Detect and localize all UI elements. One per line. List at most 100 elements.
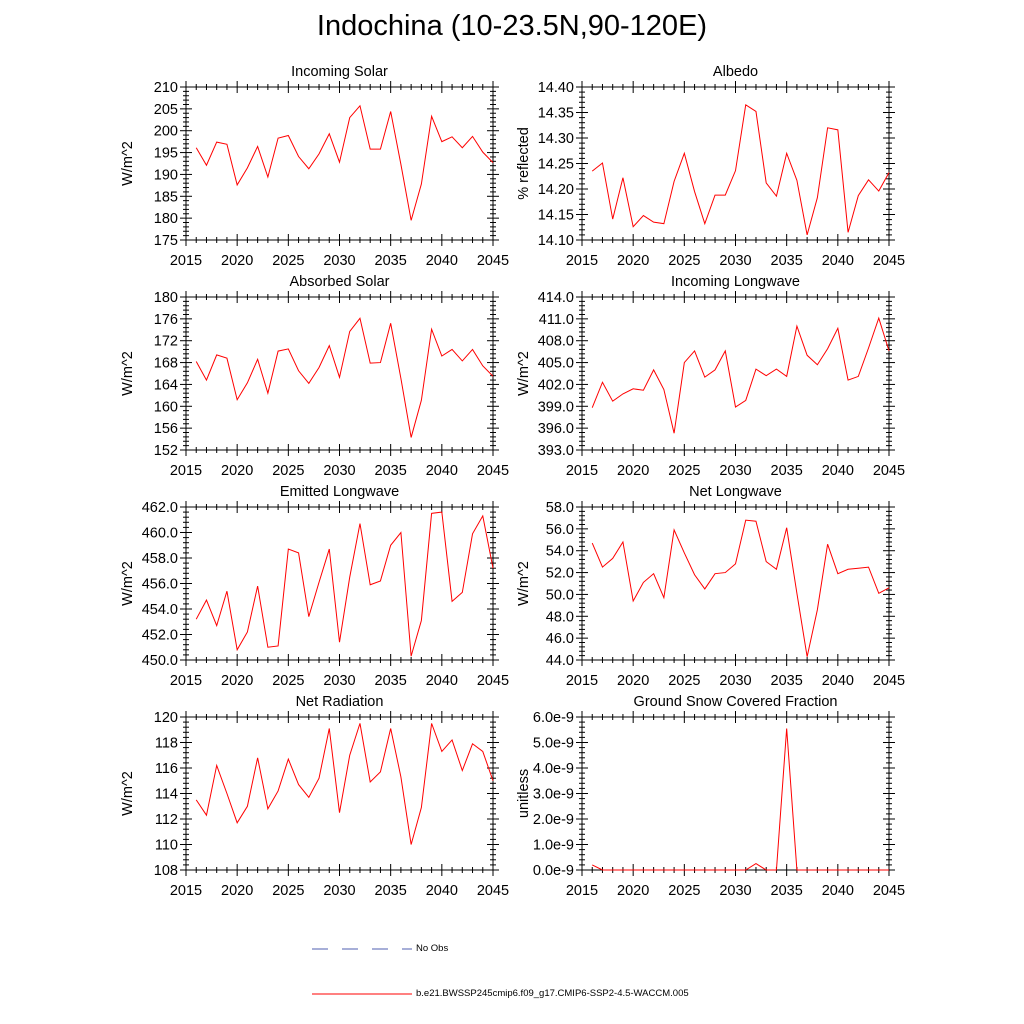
y-tick-label: 399.0 xyxy=(538,399,574,415)
series-line-1 xyxy=(195,104,494,221)
chart-title: Incoming Longwave xyxy=(671,274,800,290)
x-tick-label: 2045 xyxy=(873,253,905,269)
y-tick-label: 2.0e-9 xyxy=(533,812,574,828)
y-axis-label: W/m^2 xyxy=(120,771,136,816)
y-axis-label: W/m^2 xyxy=(516,351,532,396)
chart-title: Emitted Longwave xyxy=(280,484,399,500)
chart-panel-8: Ground Snow Covered Fraction unitless 2015… xyxy=(516,694,905,899)
y-tick-label: 456.0 xyxy=(142,577,178,593)
y-tick-label: 414.0 xyxy=(538,290,574,306)
series-line-1 xyxy=(195,511,494,657)
x-tick-label: 2030 xyxy=(323,883,355,899)
x-tick-label: 2035 xyxy=(375,253,407,269)
figure-title: Indochina (10-23.5N,90-120E) xyxy=(316,10,708,42)
legend-noobs-line xyxy=(312,948,412,950)
x-tick-label: 2030 xyxy=(719,883,751,899)
y-tick-label: 14.20 xyxy=(538,182,574,198)
y-tick-label: 152 xyxy=(154,443,178,459)
series-line-1 xyxy=(195,317,494,438)
plot-frame xyxy=(581,716,890,871)
x-tick-label: 2025 xyxy=(668,883,700,899)
plot-frame xyxy=(185,296,494,451)
series-line-1 xyxy=(591,104,890,236)
plot-frame xyxy=(185,716,494,871)
y-tick-label: 120 xyxy=(154,710,178,726)
x-tick-label: 2045 xyxy=(477,673,509,689)
y-tick-label: 454.0 xyxy=(142,602,178,618)
chart-title: Incoming Solar xyxy=(291,64,388,80)
x-tick-label: 2025 xyxy=(272,673,304,689)
x-tick-label: 2035 xyxy=(375,883,407,899)
y-axis-label: W/m^2 xyxy=(516,561,532,606)
y-tick-label: 175 xyxy=(154,233,178,249)
y-axis-label: W/m^2 xyxy=(120,561,136,606)
y-tick-label: 46.0 xyxy=(546,631,574,647)
x-tick-label: 2015 xyxy=(566,883,598,899)
x-tick-label: 2020 xyxy=(617,253,649,269)
y-axis-label: W/m^2 xyxy=(120,141,136,186)
series-line-1 xyxy=(195,723,494,845)
x-tick-label: 2020 xyxy=(221,673,253,689)
chart-panel-6: Net Longwave W/m^2 2015 2020 2025 2030 2035 204… xyxy=(516,484,905,689)
y-tick-label: 5.0e-9 xyxy=(533,736,574,752)
y-tick-label: 458.0 xyxy=(142,551,178,567)
y-tick-label: 402.0 xyxy=(538,377,574,393)
y-tick-label: 1.0e-9 xyxy=(533,838,574,854)
plot-frame xyxy=(185,506,494,661)
legend-series-line xyxy=(312,993,412,995)
y-axis-label: % reflected xyxy=(516,127,532,200)
y-tick-label: 200 xyxy=(154,124,178,140)
y-axis-label: W/m^2 xyxy=(120,351,136,396)
x-tick-label: 2040 xyxy=(426,463,458,479)
x-tick-label: 2030 xyxy=(323,673,355,689)
y-tick-label: 48.0 xyxy=(546,609,574,625)
x-tick-label: 2045 xyxy=(873,883,905,899)
y-tick-label: 58.0 xyxy=(546,500,574,516)
y-tick-label: 54.0 xyxy=(546,544,574,560)
y-tick-label: 450.0 xyxy=(142,653,178,669)
y-tick-label: 164 xyxy=(154,377,178,393)
x-tick-label: 2025 xyxy=(668,673,700,689)
x-tick-label: 2020 xyxy=(221,463,253,479)
x-tick-label: 2045 xyxy=(477,883,509,899)
y-tick-label: 405.0 xyxy=(538,356,574,372)
chart-panel-1: Incoming Solar W/m^2 2015 2020 2025 2030 2035 2… xyxy=(120,64,509,269)
x-tick-label: 2020 xyxy=(617,673,649,689)
x-tick-label: 2045 xyxy=(873,673,905,689)
plot-frame xyxy=(581,86,890,241)
x-tick-label: 2020 xyxy=(221,253,253,269)
y-tick-label: 176 xyxy=(154,312,178,328)
y-tick-label: 408.0 xyxy=(538,334,574,350)
y-tick-label: 6.0e-9 xyxy=(533,710,574,726)
chart-panel-3: Absorbed Solar W/m^2 2015 2020 2025 2030 2035 2… xyxy=(120,274,509,479)
y-tick-label: 112 xyxy=(155,812,178,828)
x-tick-label: 2035 xyxy=(771,883,803,899)
y-tick-label: 462.0 xyxy=(142,500,178,516)
y-tick-label: 460.0 xyxy=(142,526,178,542)
x-tick-label: 2040 xyxy=(822,253,854,269)
y-tick-label: 160 xyxy=(154,399,178,415)
y-tick-label: 52.0 xyxy=(546,566,574,582)
y-tick-label: 14.35 xyxy=(538,106,574,122)
chart-panel-4: Incoming Longwave W/m^2 2015 2020 2025 2030 20… xyxy=(516,274,905,479)
y-axis-label: unitless xyxy=(516,769,532,818)
x-tick-label: 2035 xyxy=(771,253,803,269)
y-tick-label: 411.0 xyxy=(539,312,574,328)
x-tick-label: 2015 xyxy=(170,253,202,269)
x-tick-label: 2015 xyxy=(170,673,202,689)
x-tick-label: 2035 xyxy=(375,463,407,479)
x-tick-label: 2030 xyxy=(323,463,355,479)
y-tick-label: 14.25 xyxy=(538,157,574,173)
x-tick-label: 2030 xyxy=(719,673,751,689)
series-line-1 xyxy=(591,316,890,434)
x-tick-label: 2025 xyxy=(272,463,304,479)
x-tick-label: 2035 xyxy=(771,463,803,479)
x-tick-label: 2025 xyxy=(668,253,700,269)
y-tick-label: 185 xyxy=(154,189,178,205)
chart-panel-7: Net Radiation W/m^2 2015 2020 2025 2030 2035 20… xyxy=(120,694,509,899)
x-tick-label: 2015 xyxy=(566,253,598,269)
y-tick-label: 396.0 xyxy=(538,421,574,437)
plot-frame xyxy=(581,506,890,661)
x-tick-label: 2015 xyxy=(170,463,202,479)
y-tick-label: 452.0 xyxy=(142,628,178,644)
